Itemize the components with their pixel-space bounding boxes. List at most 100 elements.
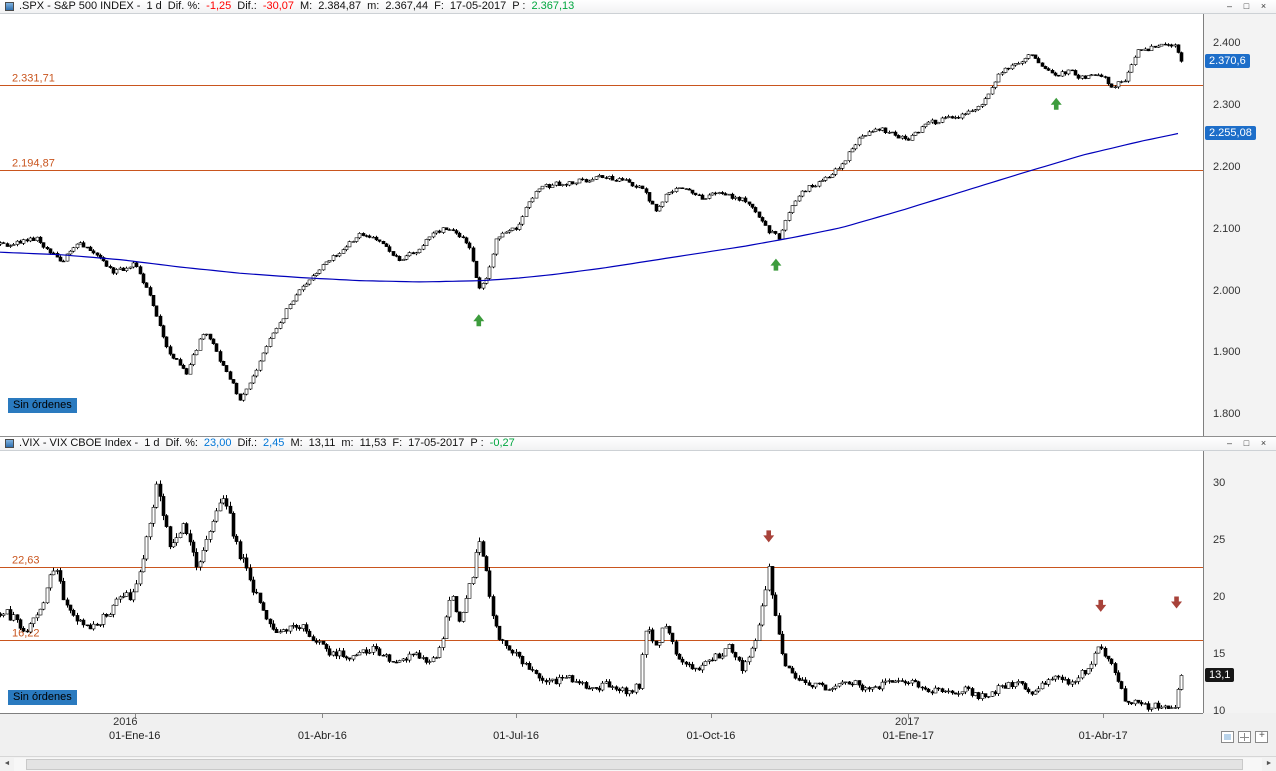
y-axis-label: 1.800 xyxy=(1213,408,1241,421)
titlebar-field: 23,00 xyxy=(203,437,232,449)
titlebar-field: -0,27 xyxy=(489,437,515,449)
grid-layout-icon[interactable] xyxy=(1238,731,1251,743)
buy-signal-arrow[interactable] xyxy=(473,314,485,327)
y-axis-label: 30 xyxy=(1213,476,1226,489)
titlebar-field: M: xyxy=(300,0,313,12)
chart-window-icon xyxy=(5,2,14,11)
scrollbar-track[interactable] xyxy=(14,757,1262,771)
close-button[interactable]: × xyxy=(1260,0,1267,11)
maximize-button[interactable]: □ xyxy=(1243,437,1250,448)
buy-signal-arrow[interactable] xyxy=(770,258,782,271)
titlebar-field: 2.384,87 xyxy=(318,0,362,12)
titlebar-field: 17-05-2017 xyxy=(408,437,465,449)
ma-value-badge: 2.255,08 xyxy=(1205,125,1256,140)
titlebar-field: 2,45 xyxy=(263,437,285,449)
y-axis-label: 2.400 xyxy=(1213,37,1241,50)
titlebar-field: Dif.: xyxy=(237,0,257,12)
scroll-left-button[interactable]: ◄ xyxy=(3,760,11,767)
minimize-button[interactable]: – xyxy=(1226,0,1232,11)
y-axis-label: 2.100 xyxy=(1213,222,1241,235)
titlebar-field: -1,25 xyxy=(206,0,232,12)
candlestick-series xyxy=(0,480,1184,712)
alert-level-label: 22,63 xyxy=(12,555,40,567)
sell-signal-arrow[interactable] xyxy=(1171,596,1183,609)
titlebar-field: 1 d xyxy=(146,0,162,12)
alert-level-label: 2.194,87 xyxy=(12,158,55,170)
titlebar-field: 2.367,44 xyxy=(385,0,429,12)
titlebar-field: P : xyxy=(512,0,526,12)
year-axis-label: 2017 xyxy=(895,716,920,728)
titlebar-field: 13,11 xyxy=(308,437,336,449)
alert-level-label: 16,22 xyxy=(12,628,40,640)
y-axis-label: 1.900 xyxy=(1213,346,1241,359)
date-axis-label: 01-Abr-16 xyxy=(297,730,347,742)
y-axis-label: 15 xyxy=(1213,647,1226,660)
titlebar-field: 2.367,13 xyxy=(531,0,575,12)
instrument-title: .SPX - S&P 500 INDEX - xyxy=(19,0,141,12)
bottom-bar: ◄ ► xyxy=(0,730,1276,771)
y-axis-label: 10 xyxy=(1213,704,1226,717)
titlebar-field: 17-05-2017 xyxy=(449,0,507,12)
titlebar-info: .SPX - S&P 500 INDEX - 1 d Dif. %: -1,25 Dif… xyxy=(19,0,580,13)
titlebar-field: F: xyxy=(434,0,444,12)
titlebar-field: Dif. %: xyxy=(165,437,198,449)
spx-price-chart[interactable]: 2.331,71 2.194,87 xyxy=(0,14,1203,436)
chart-window-spx: .SPX - S&P 500 INDEX - 1 d Dif. %: -1,25 Dif… xyxy=(0,0,1276,437)
titlebar-field: 11,53 xyxy=(359,437,387,449)
y-axis-label: 2.200 xyxy=(1213,160,1241,173)
date-axis-label: 01-Jul-16 xyxy=(493,730,540,742)
last-price-badge: 2.370,6 xyxy=(1205,54,1250,69)
titlebar-info: .VIX - VIX CBOE Index - 1 d Dif. %: 23,00 Di… xyxy=(19,437,521,450)
maximize-button[interactable]: □ xyxy=(1243,0,1250,11)
horizontal-scrollbar[interactable]: ◄ ► xyxy=(0,756,1276,771)
date-axis[interactable]: 01-Ene-16 01-Abr-16 01-Jul-16 01-Oct-16 01-E… xyxy=(0,713,1203,745)
sell-signal-arrow[interactable] xyxy=(763,530,775,543)
titlebar-field: P : xyxy=(470,437,484,449)
titlebar-field: Dif. %: xyxy=(167,0,201,12)
titlebar-field: -30,07 xyxy=(262,0,295,12)
moving-average-line[interactable] xyxy=(0,132,1179,283)
date-tick-mark xyxy=(134,714,136,718)
date-axis-label: 01-Ene-16 xyxy=(109,730,161,742)
y-axis-label: 25 xyxy=(1213,533,1226,546)
titlebar-field: Dif.: xyxy=(237,437,258,449)
minimize-button[interactable]: – xyxy=(1226,437,1232,448)
buy-signal-arrow[interactable] xyxy=(1050,97,1062,110)
titlebar-spx[interactable]: .SPX - S&P 500 INDEX - 1 d Dif. %: -1,25 Dif… xyxy=(0,0,1276,14)
date-tick-mark xyxy=(1103,714,1105,718)
scrollbar-thumb[interactable] xyxy=(26,758,1244,770)
y-axis-label: 2.300 xyxy=(1213,98,1241,111)
chart-window-icon xyxy=(5,439,14,448)
sell-signal-arrow[interactable] xyxy=(1095,599,1107,612)
last-price-badge: 13,1 xyxy=(1205,668,1235,683)
date-tick-mark xyxy=(516,714,518,718)
y-axis-label: 2.000 xyxy=(1213,284,1241,297)
instrument-title: .VIX - VIX CBOE Index - xyxy=(19,437,139,449)
no-orders-badge: Sin órdenes xyxy=(8,398,77,413)
candlestick-series xyxy=(0,42,1184,402)
vix-price-axis[interactable]: 30 25 20 15 10 13,1 xyxy=(1203,451,1276,717)
chart-window-vix: .VIX - VIX CBOE Index - 1 d Dif. %: 23,00 Di… xyxy=(0,437,1276,745)
date-tick-mark xyxy=(908,714,910,718)
titlebar-field: M: xyxy=(290,437,303,449)
titlebar-vix[interactable]: .VIX - VIX CBOE Index - 1 d Dif. %: 23,00 Di… xyxy=(0,437,1276,451)
scroll-right-button[interactable]: ► xyxy=(1265,760,1273,767)
titlebar-field: m: xyxy=(341,437,354,449)
y-axis-label: 20 xyxy=(1213,590,1226,603)
alert-level-label: 2.331,71 xyxy=(12,73,55,85)
titlebar-field: F: xyxy=(392,437,403,449)
window-controls: – □ × xyxy=(1222,438,1274,450)
vix-price-chart[interactable]: 22,63 16,22 xyxy=(0,451,1203,713)
window-controls: – □ × xyxy=(1222,1,1274,13)
titlebar-field: m: xyxy=(367,0,380,12)
date-axis-label: 01-Abr-17 xyxy=(1078,730,1128,742)
page-layout-icon[interactable] xyxy=(1221,731,1234,743)
page-layout-toolbar xyxy=(1217,730,1268,743)
date-tick-mark xyxy=(322,714,324,718)
date-axis-label: 01-Oct-16 xyxy=(686,730,736,742)
spx-price-axis[interactable]: 2.400 2.300 2.200 2.100 2.000 1.900 1.800 2.370… xyxy=(1203,14,1276,436)
titlebar-field: 1 d xyxy=(144,437,160,449)
close-button[interactable]: × xyxy=(1260,437,1267,448)
new-page-icon[interactable] xyxy=(1255,730,1268,743)
